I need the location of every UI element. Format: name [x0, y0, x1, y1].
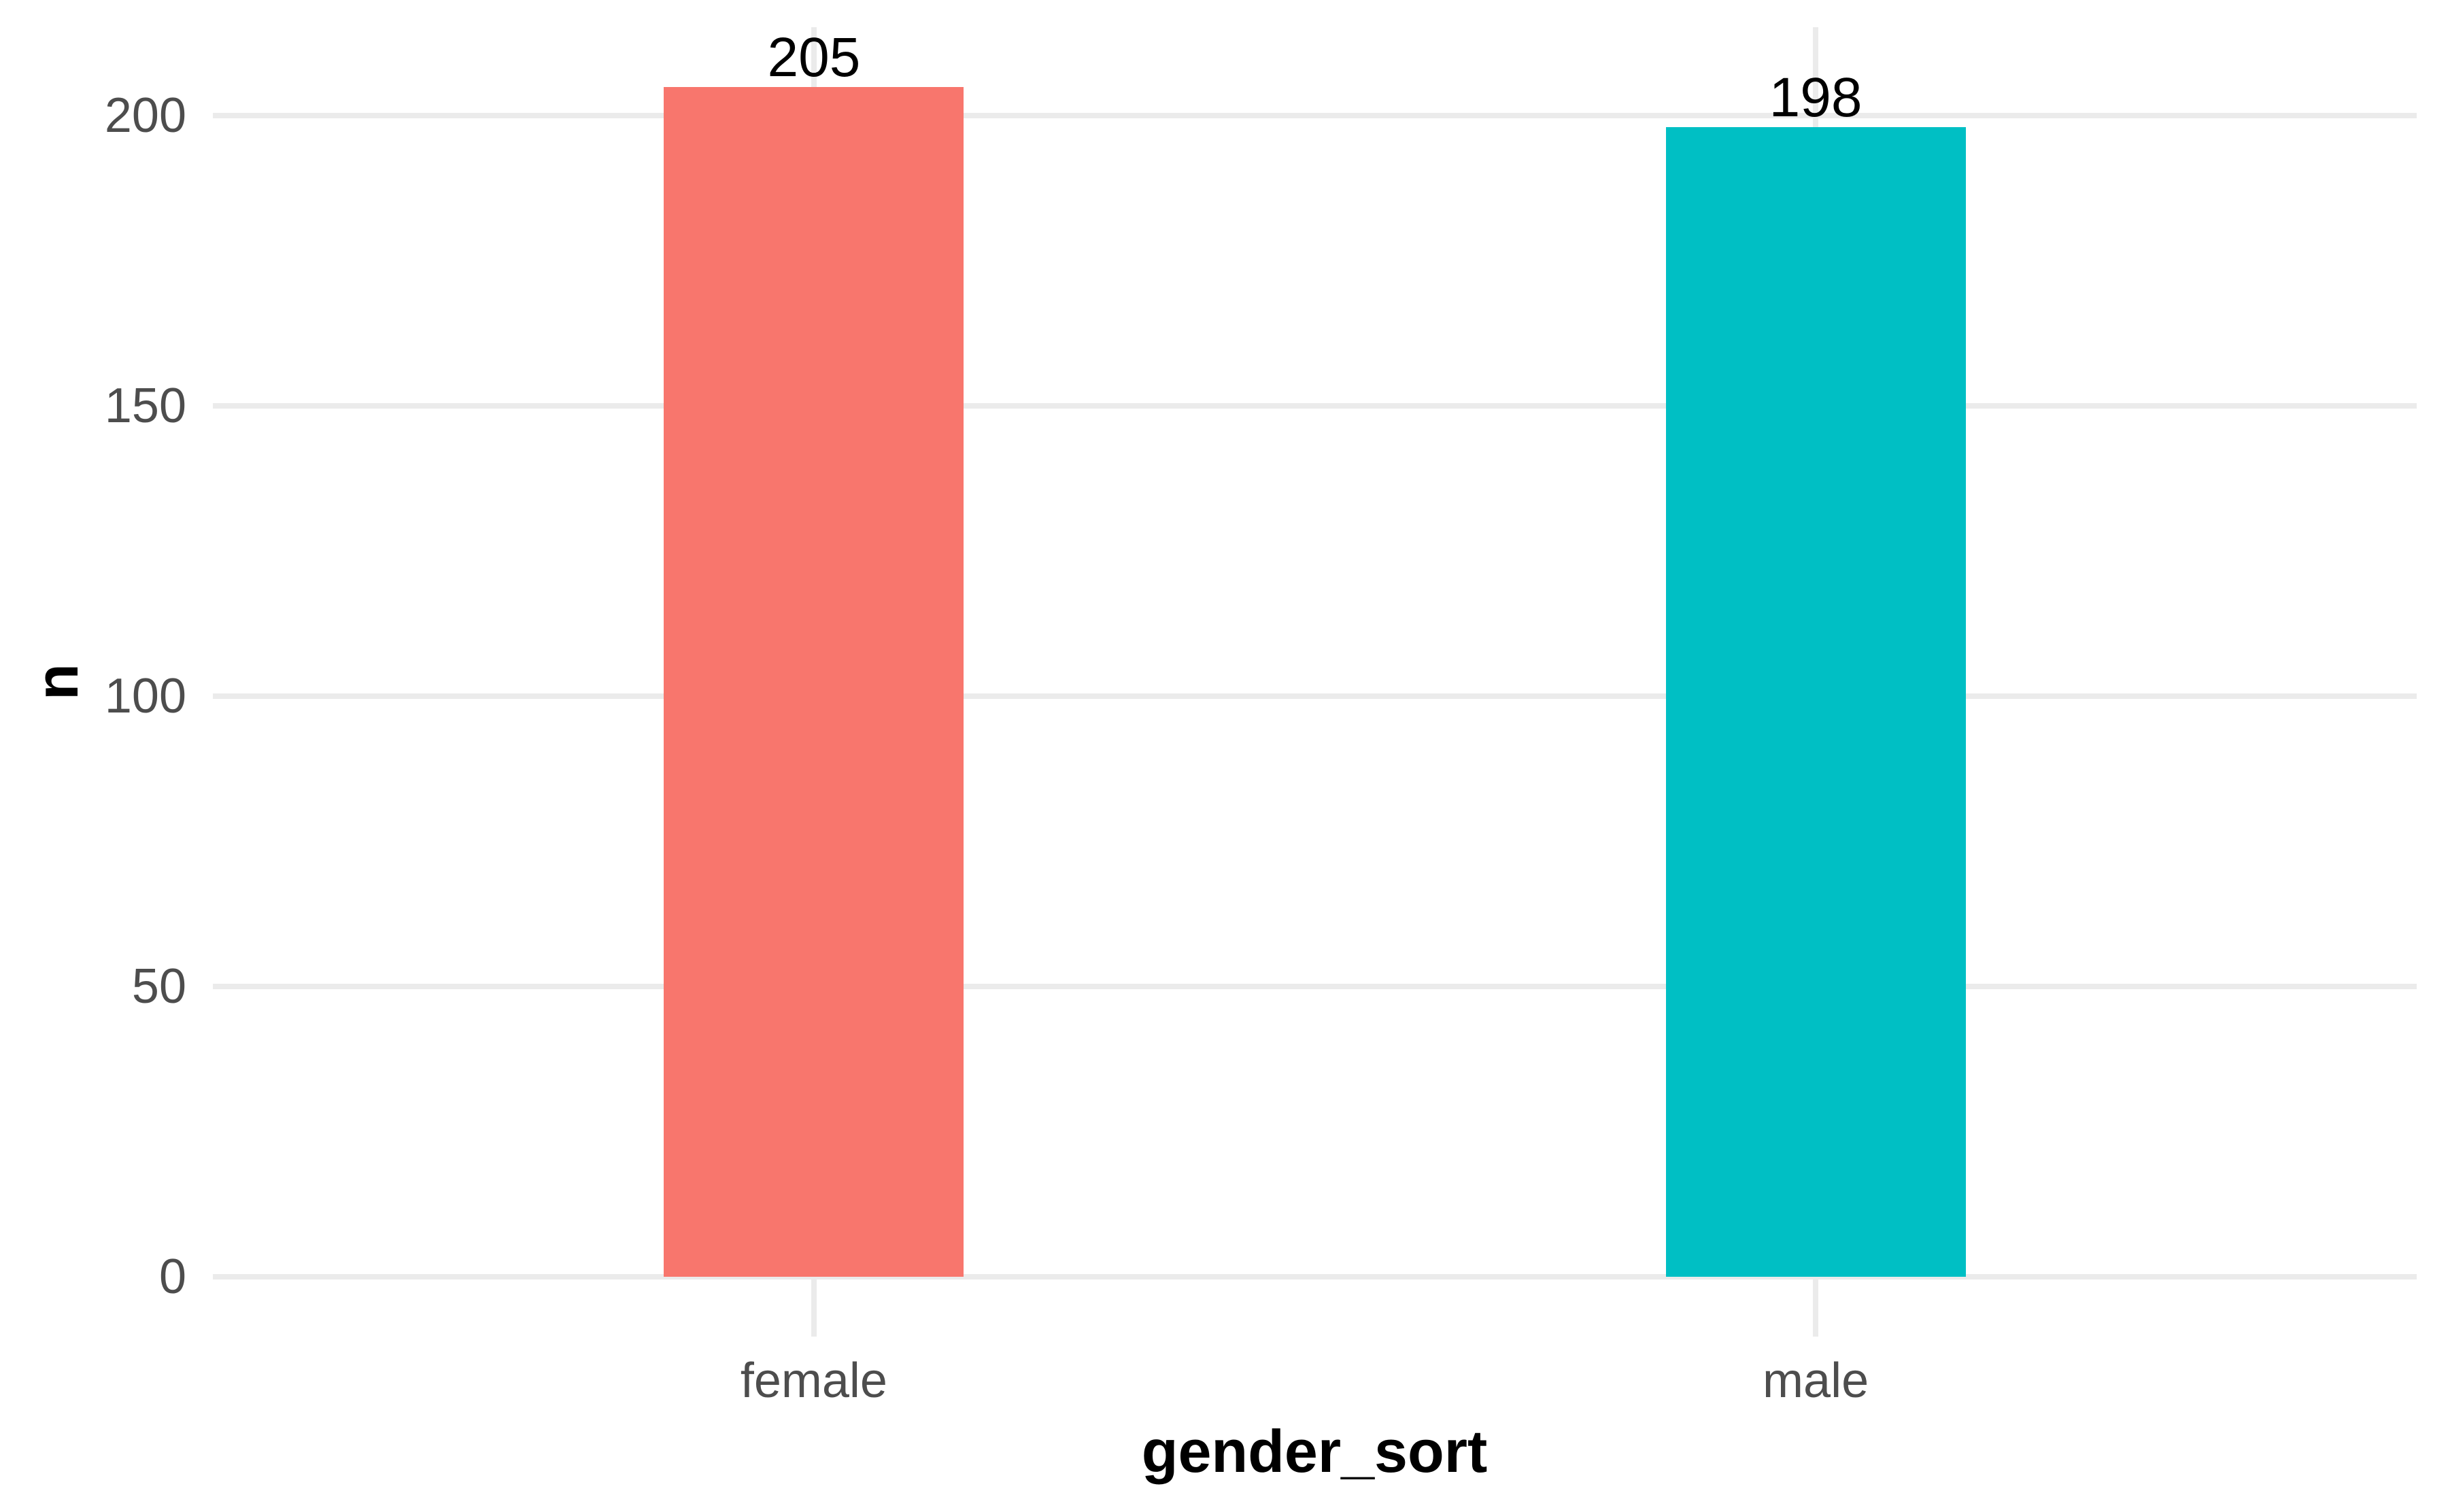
x-tick-label-male: male [1763, 1354, 1869, 1408]
x-tick-label-female: female [740, 1354, 887, 1408]
horizontal-gridline-200 [213, 113, 2417, 119]
x-axis-title: gender_sort [1141, 1418, 1488, 1485]
horizontal-gridline-50 [213, 984, 2417, 990]
bar-value-label-male: 198 [1769, 67, 1863, 129]
plot-panel [213, 27, 2417, 1337]
y-tick-label-150: 150 [104, 379, 186, 434]
bar-value-label-female: 205 [767, 26, 861, 88]
bar-female [664, 86, 964, 1277]
y-axis-title: n [23, 664, 90, 700]
y-tick-label-200: 200 [104, 88, 186, 143]
horizontal-gridline-0 [213, 1274, 2417, 1280]
bar-male [1665, 127, 1966, 1277]
y-tick-label-100: 100 [104, 669, 186, 724]
horizontal-gridline-150 [213, 403, 2417, 409]
y-tick-label-50: 50 [131, 959, 186, 1014]
horizontal-gridline-100 [213, 693, 2417, 700]
y-tick-label-0: 0 [158, 1250, 186, 1305]
